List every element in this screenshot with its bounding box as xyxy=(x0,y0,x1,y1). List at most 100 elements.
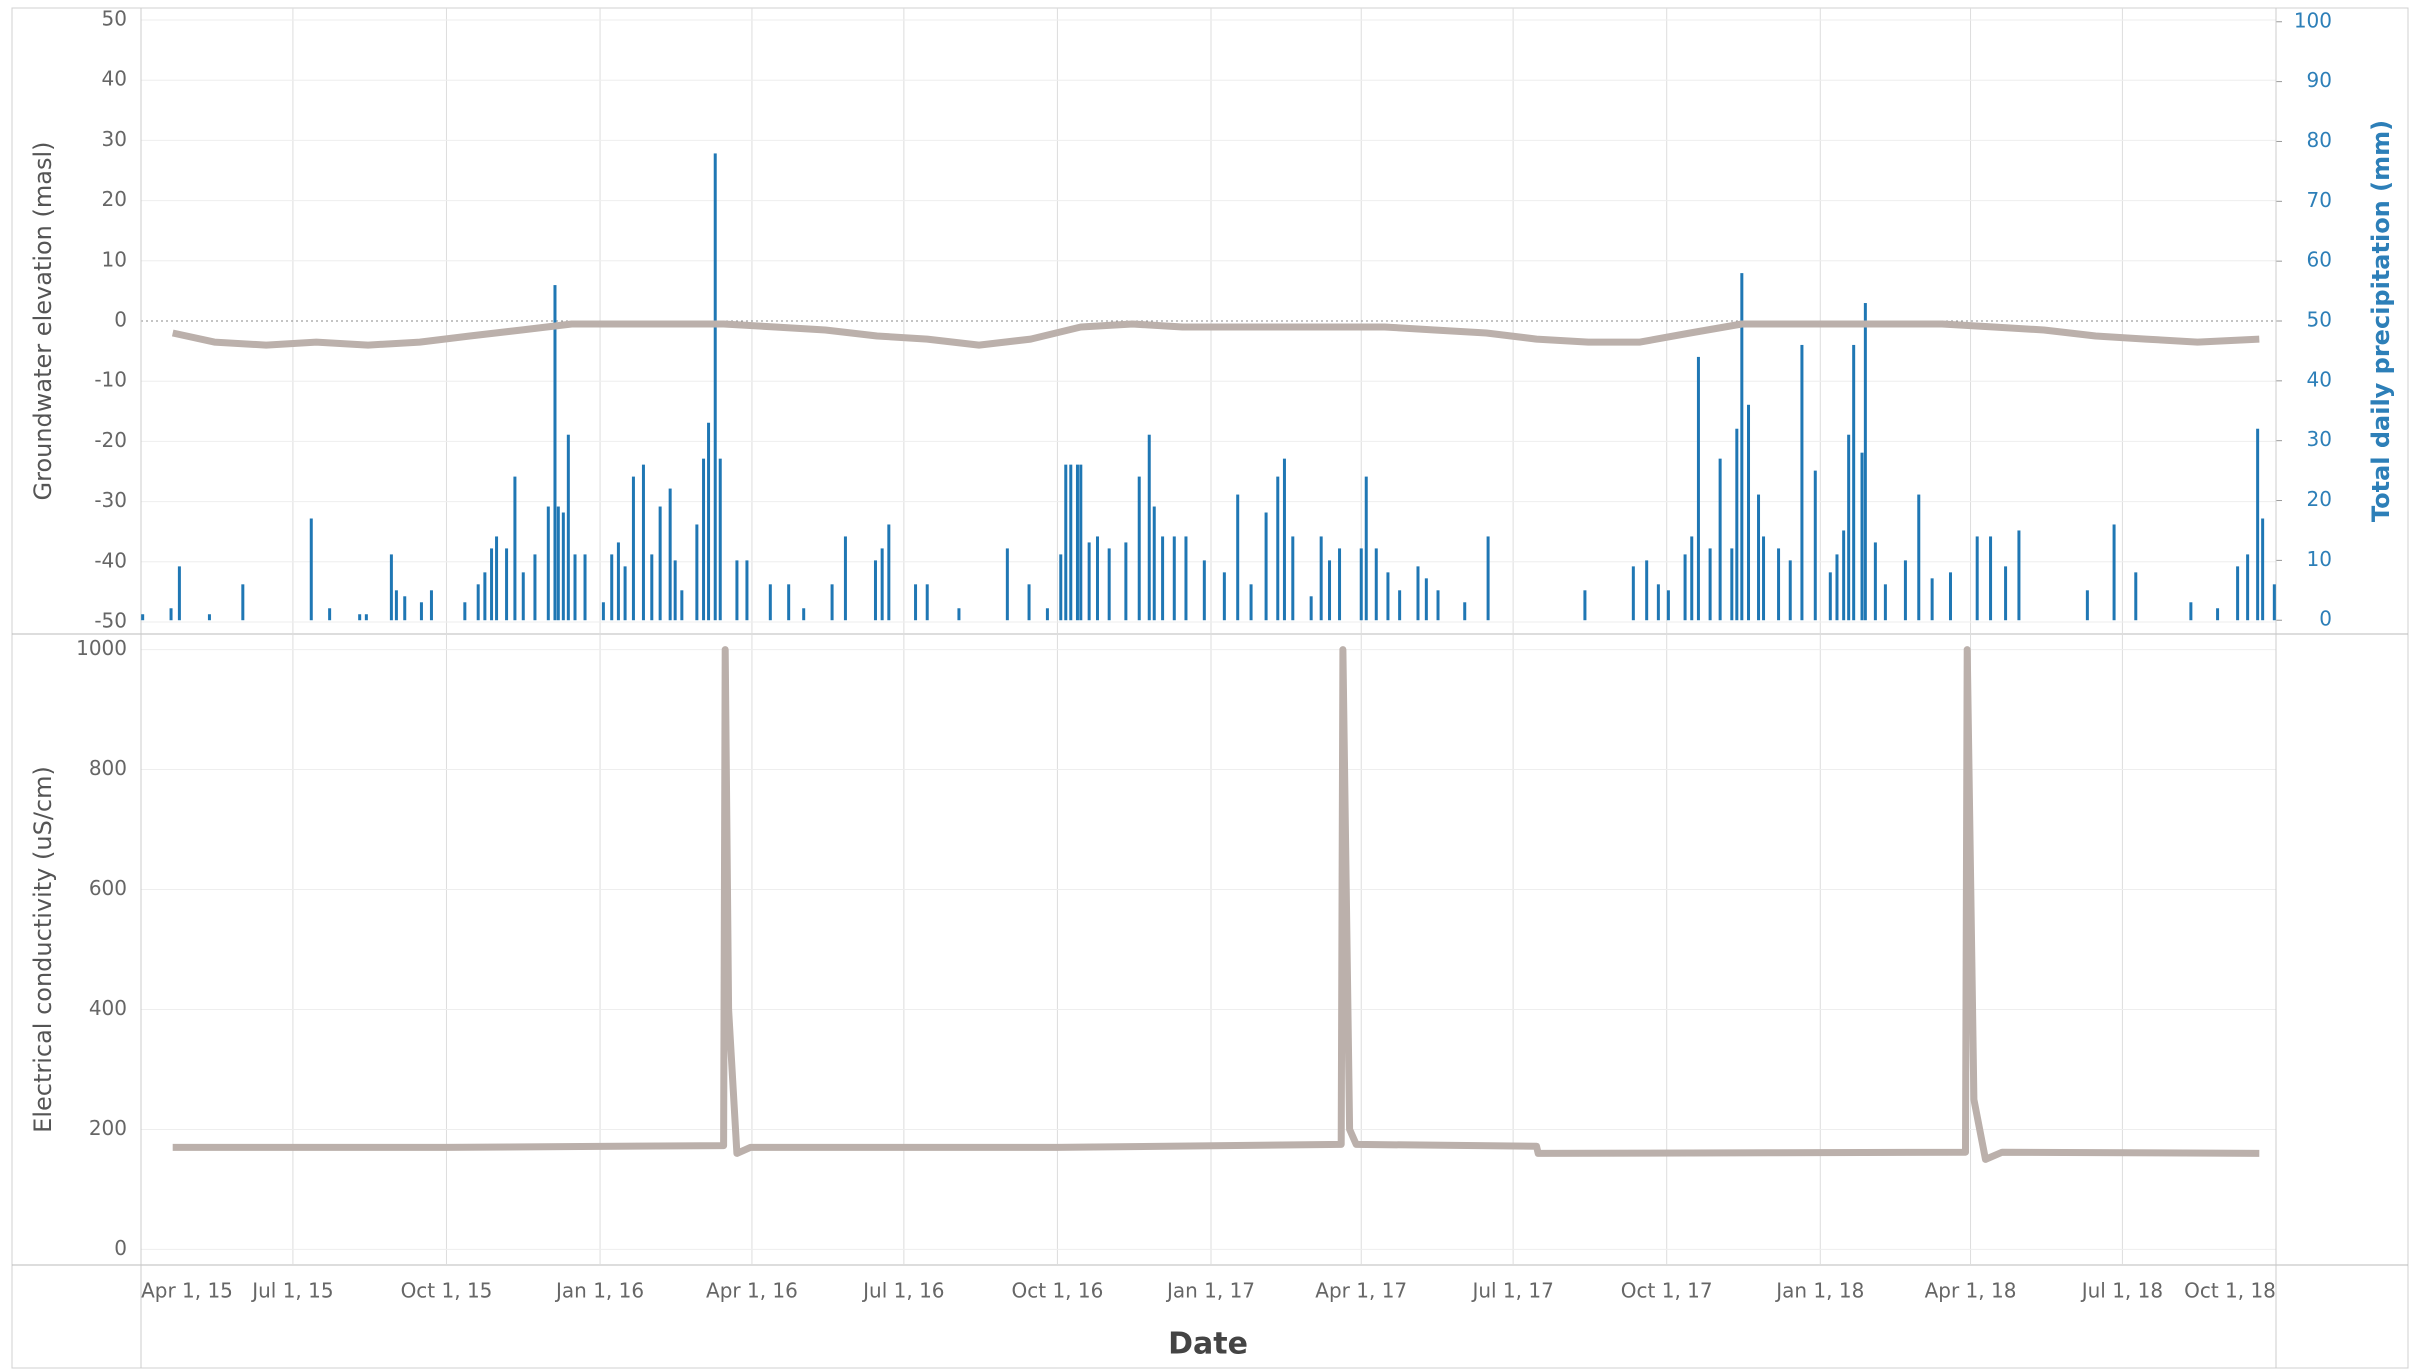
bar xyxy=(177,566,181,621)
y-tick-label: 200 xyxy=(89,1116,127,1140)
bar xyxy=(702,458,706,621)
bar xyxy=(2004,566,2008,621)
bar xyxy=(873,560,877,621)
bar xyxy=(631,476,635,621)
bar xyxy=(1328,560,1332,621)
y-tick-label: -20 xyxy=(94,428,127,452)
bar xyxy=(2261,518,2265,621)
bar xyxy=(2189,602,2193,621)
bar xyxy=(566,434,570,621)
bar xyxy=(573,554,577,621)
x-tick-label: Jan 1, 16 xyxy=(554,1279,644,1303)
bar xyxy=(1079,464,1083,621)
bar xyxy=(1860,452,1864,621)
bar xyxy=(887,524,891,621)
bar xyxy=(403,596,407,621)
x-tick-label: Jan 1, 18 xyxy=(1774,1279,1864,1303)
bar xyxy=(601,602,605,621)
bar xyxy=(394,590,398,621)
y2-axis-title: Total daily precipitation (mm) xyxy=(2367,120,2395,522)
bar xyxy=(1656,584,1660,621)
bar xyxy=(673,560,677,621)
bar xyxy=(1416,566,1420,621)
data-line xyxy=(171,320,2260,349)
bar xyxy=(1264,512,1268,621)
bar xyxy=(1735,428,1739,621)
bar xyxy=(2256,428,2260,621)
y2-tick-label: 100 xyxy=(2294,8,2332,32)
bar xyxy=(1903,560,1907,621)
bar xyxy=(207,614,211,621)
bar xyxy=(1842,530,1846,621)
bar xyxy=(1202,560,1206,621)
x-axis-title: Date xyxy=(1168,1327,1248,1362)
bar xyxy=(513,476,517,621)
y2-tick-label: 10 xyxy=(2307,547,2332,571)
bar xyxy=(169,608,173,621)
bar xyxy=(1436,590,1440,621)
bar xyxy=(1075,464,1079,621)
y-tick-label: 1000 xyxy=(76,636,127,660)
bar xyxy=(668,488,672,621)
y2-tick-label: 60 xyxy=(2307,248,2332,272)
x-tick-label: Oct 1, 17 xyxy=(1621,1279,1713,1303)
bar xyxy=(718,458,722,621)
bar xyxy=(1005,548,1009,621)
bar xyxy=(389,554,393,621)
bar xyxy=(583,554,587,621)
bar xyxy=(476,584,480,621)
bar xyxy=(1137,476,1141,621)
bar xyxy=(1757,494,1761,621)
bar xyxy=(843,536,847,621)
bar xyxy=(1762,536,1766,621)
bar xyxy=(1740,273,1744,621)
bar xyxy=(1813,470,1817,621)
bar xyxy=(658,506,662,621)
bar xyxy=(429,590,433,621)
bar xyxy=(925,584,929,621)
y2-tick-label: 40 xyxy=(2307,367,2332,391)
bar xyxy=(2017,530,2021,621)
bar xyxy=(1152,506,1156,621)
bar xyxy=(1486,536,1490,621)
bar xyxy=(1683,554,1687,621)
y-tick-label: -30 xyxy=(94,488,127,512)
bar xyxy=(1847,434,1851,621)
y2-tick-label: 90 xyxy=(2307,68,2332,92)
bar xyxy=(364,614,368,621)
bar xyxy=(957,608,961,621)
bar xyxy=(1386,572,1390,621)
x-tick-label: Apr 1, 16 xyxy=(706,1279,798,1303)
bar xyxy=(1319,536,1323,621)
x-tick-label: Oct 1, 16 xyxy=(1012,1279,1104,1303)
bar xyxy=(2216,608,2220,621)
bar xyxy=(241,584,245,621)
bar xyxy=(1828,572,1832,621)
bar xyxy=(1708,548,1712,621)
bar xyxy=(768,584,772,621)
x-tick-label: Apr 1, 18 xyxy=(1925,1279,2017,1303)
y-tick-label: 30 xyxy=(102,127,127,151)
bar xyxy=(802,608,806,621)
bar xyxy=(490,548,494,621)
bar xyxy=(623,566,627,621)
bar xyxy=(483,572,487,621)
y-tick-label: 0 xyxy=(114,1236,127,1260)
bar xyxy=(533,554,537,621)
bar xyxy=(419,602,423,621)
bar xyxy=(2236,566,2240,621)
bar xyxy=(1917,494,1921,621)
bar xyxy=(1364,476,1368,621)
bar xyxy=(1276,476,1280,621)
y-tick-label: 40 xyxy=(102,67,127,91)
bar xyxy=(553,285,557,621)
x-tick-label: Jul 1, 17 xyxy=(1470,1279,1553,1303)
bar xyxy=(1788,560,1792,621)
bar xyxy=(358,614,362,621)
bar xyxy=(830,584,834,621)
bar xyxy=(2112,524,2116,621)
bar xyxy=(521,572,525,621)
bar xyxy=(1777,548,1781,621)
bar xyxy=(1124,542,1128,621)
bar xyxy=(713,153,717,621)
